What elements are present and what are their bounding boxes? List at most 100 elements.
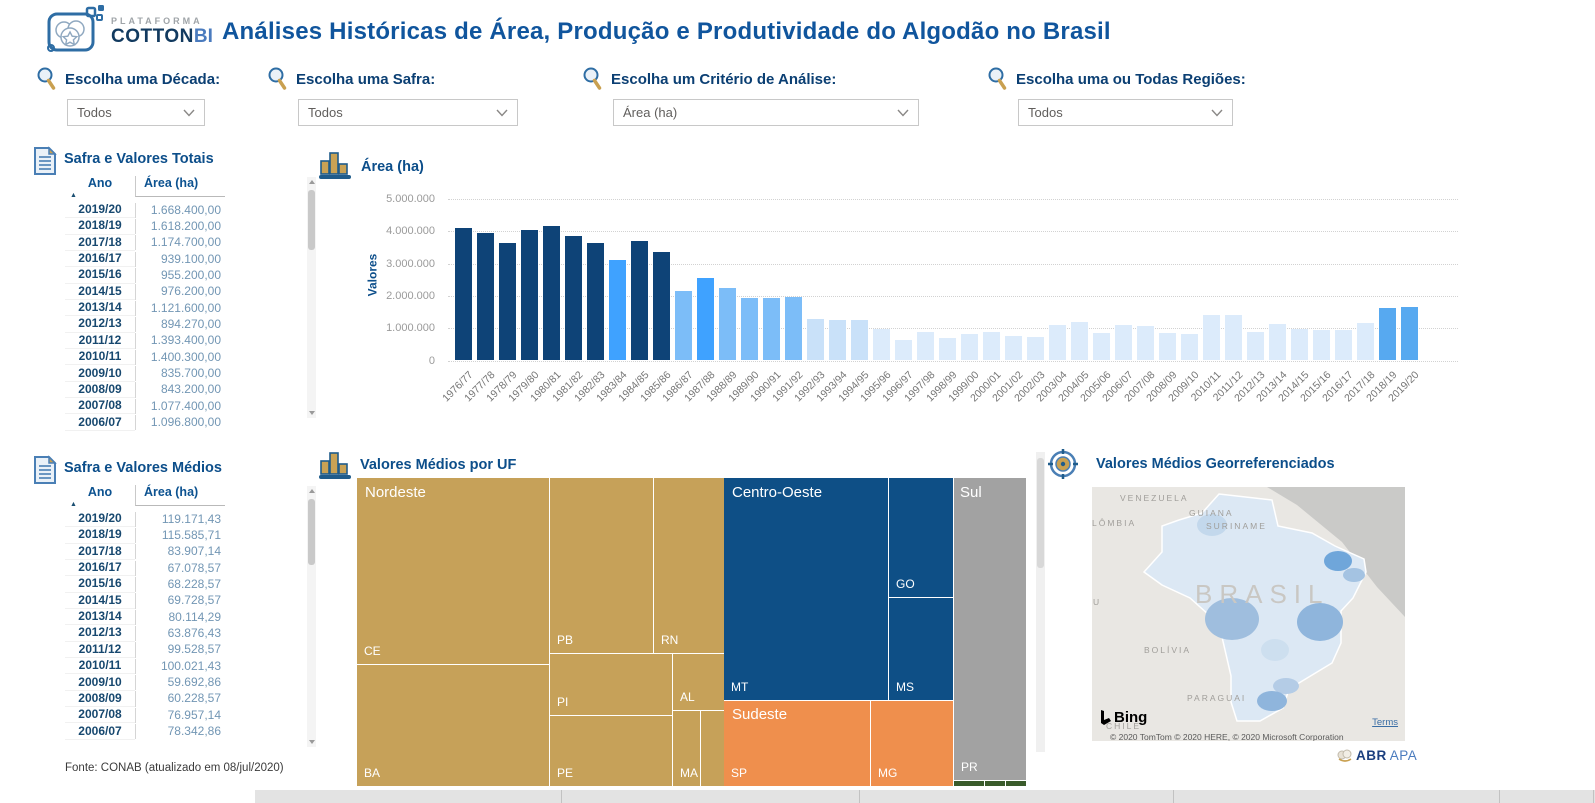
bar-2015/16[interactable] xyxy=(1313,329,1330,361)
treemap-cell-MT[interactable] xyxy=(724,478,888,700)
table-row[interactable]: 2018/19 1.618.200,00 xyxy=(65,218,221,235)
treemap-cell-MG[interactable] xyxy=(871,701,953,786)
averages-col-area[interactable]: Área (ha) xyxy=(135,485,225,506)
table-row[interactable]: 2013/14 80.114,29 xyxy=(65,609,221,626)
bar-1998/99[interactable] xyxy=(939,337,956,361)
scrollbar-thumb[interactable] xyxy=(308,499,315,565)
treemap-cell-small[interactable] xyxy=(985,781,1005,786)
treemap-cell-BA[interactable] xyxy=(357,665,549,786)
averages-table-scrollbar[interactable] xyxy=(307,486,316,747)
bar-1978/79[interactable] xyxy=(499,242,516,361)
scroll-down-icon[interactable] xyxy=(307,408,316,418)
treemap-cell-MA[interactable] xyxy=(673,711,700,786)
bing-logo[interactable]: Bing xyxy=(1100,709,1147,726)
table-row[interactable]: 2016/17 67.078,57 xyxy=(65,560,221,577)
bar-1980/81[interactable] xyxy=(543,226,560,361)
totals-col-ano[interactable]: Ano xyxy=(87,176,113,190)
table-row[interactable]: 2007/08 1.077.400,00 xyxy=(65,398,221,415)
bar-1994/95[interactable] xyxy=(851,320,868,361)
bar-1983/84[interactable] xyxy=(609,260,626,361)
bar-1982/83[interactable] xyxy=(587,242,604,361)
filter-dropdown[interactable]: Todos xyxy=(298,99,518,126)
table-row[interactable]: 2017/18 1.174.700,00 xyxy=(65,235,221,251)
treemap-cell-GO[interactable] xyxy=(889,478,953,597)
table-row[interactable]: 2019/20 1.668.400,00 xyxy=(65,202,221,219)
table-row[interactable]: 2014/15 69.728,57 xyxy=(65,593,221,610)
averages-col-ano[interactable]: Ano xyxy=(87,485,113,499)
bar-1985/86[interactable] xyxy=(653,252,670,361)
table-row[interactable]: 2013/14 1.121.600,00 xyxy=(65,300,221,317)
filter-dropdown[interactable]: Todos xyxy=(67,99,205,126)
treemap-cell-PR[interactable] xyxy=(954,478,1026,780)
bar-1981/82[interactable] xyxy=(565,236,582,361)
bar-1999/00[interactable] xyxy=(961,334,978,361)
table-row[interactable]: 2010/11 100.021,43 xyxy=(65,658,221,675)
bar-1997/98[interactable] xyxy=(917,332,934,361)
terms-link[interactable]: Terms xyxy=(1372,717,1398,728)
bar-1996/97[interactable] xyxy=(895,339,912,361)
table-row[interactable]: 2018/19 115.585,71 xyxy=(65,527,221,544)
bing-map[interactable]: VENEZUELA GUIANA SURINAME LÔMBIA U BOLÍVIA PAR… xyxy=(1092,487,1405,741)
bar-2002/03[interactable] xyxy=(1027,336,1044,361)
treemap-cell-CE[interactable] xyxy=(357,478,549,664)
totals-table-scrollbar[interactable] xyxy=(307,177,316,418)
bar-1987/88[interactable] xyxy=(697,278,714,361)
bar-2000/01[interactable] xyxy=(983,332,1000,361)
table-row[interactable]: 2019/20 119.171,43 xyxy=(65,511,221,528)
bar-1976/77[interactable] xyxy=(455,228,472,361)
treemap-cell-PI[interactable] xyxy=(550,654,672,715)
averages-table-header[interactable]: Ano Área (ha) xyxy=(65,485,225,506)
treemap-cell-small[interactable] xyxy=(1006,781,1026,786)
bar-1991/92[interactable] xyxy=(785,296,802,361)
bar-2019/20[interactable] xyxy=(1401,306,1418,361)
treemap-scrollbar[interactable] xyxy=(1036,452,1045,752)
table-row[interactable]: 2010/11 1.400.300,00 xyxy=(65,349,221,366)
treemap-cell-small[interactable] xyxy=(954,781,984,786)
bar-2013/14[interactable] xyxy=(1269,324,1286,361)
bar-1988/89[interactable] xyxy=(719,287,736,361)
bar-1992/93[interactable] xyxy=(807,318,824,361)
bar-2005/06[interactable] xyxy=(1093,333,1110,361)
treemap-cell-PB[interactable] xyxy=(550,478,653,653)
scrollbar-thumb[interactable] xyxy=(308,190,315,250)
bar-2003/04[interactable] xyxy=(1049,324,1066,361)
table-row[interactable]: 2011/12 1.393.400,00 xyxy=(65,333,221,350)
bar-1984/85[interactable] xyxy=(631,240,648,361)
table-row[interactable]: 2007/08 76.957,14 xyxy=(65,707,221,724)
table-row[interactable]: 2006/07 1.096.800,00 xyxy=(65,415,221,431)
totals-col-area[interactable]: Área (ha) xyxy=(135,176,225,197)
treemap-cell-SP[interactable] xyxy=(724,701,870,786)
bar-1990/91[interactable] xyxy=(763,297,780,361)
bar-2006/07[interactable] xyxy=(1115,325,1132,361)
treemap-cell-RN[interactable] xyxy=(654,478,724,653)
table-row[interactable]: 2017/18 83.907,14 xyxy=(65,544,221,560)
bar-2018/19[interactable] xyxy=(1379,308,1396,361)
table-row[interactable]: 2012/13 894.270,00 xyxy=(65,316,221,333)
bar-1986/87[interactable] xyxy=(675,291,692,361)
treemap-cell-AL[interactable] xyxy=(673,654,724,710)
bar-2012/13[interactable] xyxy=(1247,331,1264,361)
treemap-cell-MS[interactable] xyxy=(889,598,953,700)
bar-2011/12[interactable] xyxy=(1225,315,1242,361)
treemap-cell-Nordeste[interactable] xyxy=(701,711,724,786)
bar-2004/05[interactable] xyxy=(1071,322,1088,361)
table-row[interactable]: 2006/07 78.342,86 xyxy=(65,724,221,740)
bar-1993/94[interactable] xyxy=(829,319,846,361)
bar-2008/09[interactable] xyxy=(1159,333,1176,361)
table-row[interactable]: 2014/15 976.200,00 xyxy=(65,284,221,301)
scrollbar-thumb[interactable] xyxy=(1037,458,1044,568)
bar-2014/15[interactable] xyxy=(1291,328,1308,361)
bar-1979/80[interactable] xyxy=(521,229,538,361)
scroll-up-icon[interactable] xyxy=(307,177,316,187)
table-row[interactable]: 2012/13 63.876,43 xyxy=(65,625,221,642)
treemap-cell-PE[interactable] xyxy=(550,716,672,786)
bar-1989/90[interactable] xyxy=(741,297,758,361)
table-row[interactable]: 2016/17 939.100,00 xyxy=(65,251,221,268)
table-row[interactable]: 2015/16 955.200,00 xyxy=(65,267,221,284)
table-row[interactable]: 2008/09 843.200,00 xyxy=(65,382,221,399)
bar-2009/10[interactable] xyxy=(1181,333,1198,361)
bar-2017/18[interactable] xyxy=(1357,322,1374,361)
bar-2010/11[interactable] xyxy=(1203,315,1220,361)
table-row[interactable]: 2009/10 59.692,86 xyxy=(65,675,221,691)
table-row[interactable]: 2009/10 835.700,00 xyxy=(65,366,221,382)
